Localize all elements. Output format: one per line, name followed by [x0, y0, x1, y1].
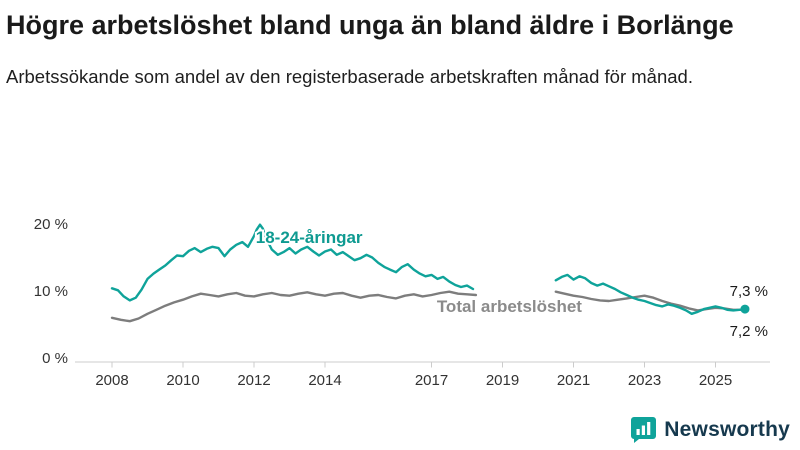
series-line: [110, 290, 478, 323]
y-tick-label: 0 %: [42, 350, 68, 367]
series-line: [554, 273, 747, 316]
series-label: 18-24-åringar: [256, 228, 363, 247]
x-tick-label: 2017: [415, 372, 448, 389]
brand-footer: Newsworthy: [630, 416, 790, 443]
newsworthy-logo-icon: [631, 417, 657, 443]
x-tick-label: 2023: [628, 372, 661, 389]
chart-subtitle: Arbetssökande som andel av den registerb…: [6, 66, 693, 88]
series-label: Total arbetslöshet: [437, 297, 582, 316]
chart-title: Högre arbetslöshet bland unga än bland ä…: [6, 10, 734, 40]
x-tick-label: 2019: [486, 372, 519, 389]
x-tick-label: 2014: [308, 372, 341, 389]
x-tick-label: 2021: [557, 372, 590, 389]
chart-header: Högre arbetslöshet bland unga än bland ä…: [0, 0, 800, 90]
series-line: [110, 223, 475, 302]
end-value-label: 7,3 %: [730, 283, 768, 300]
x-tick-label: 2010: [166, 372, 199, 389]
y-tick-label: 10 %: [34, 283, 68, 300]
y-tick-label: 20 %: [34, 216, 68, 233]
x-tick-label: 2008: [95, 372, 128, 389]
end-value-label: 7,2 %: [730, 323, 768, 340]
line-chart: 2008 2010 2012 2014 2017 2019 2021 2023 2025 0 % 1…: [34, 216, 770, 389]
latest-value-dot: [740, 304, 750, 314]
x-tick-label: 2012: [237, 372, 270, 389]
brand-name: Newsworthy: [664, 417, 790, 441]
x-tick-label: 2025: [699, 372, 732, 389]
